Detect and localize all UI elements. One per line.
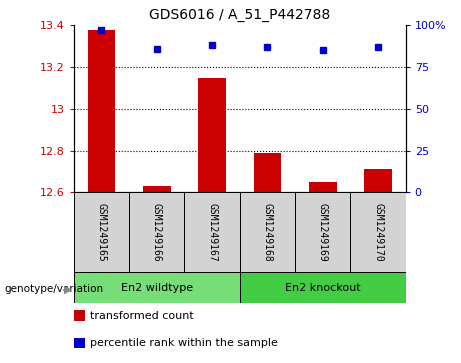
Bar [143,186,171,192]
Text: genotype/variation: genotype/variation [5,284,104,294]
Bar [184,192,240,272]
Text: GSM1249168: GSM1249168 [262,203,272,262]
Text: transformed count: transformed count [90,311,194,321]
Bar [240,272,406,303]
Bar [254,153,281,192]
Bar [309,182,337,192]
Text: GSM1249170: GSM1249170 [373,203,383,262]
Bar [74,192,129,272]
Text: ▶: ▶ [64,284,72,294]
Text: En2 knockout: En2 knockout [285,283,361,293]
Bar [88,30,115,192]
Bar [198,78,226,192]
Bar [364,170,392,192]
Text: GSM1249165: GSM1249165 [96,203,106,262]
Text: GSM1249169: GSM1249169 [318,203,328,262]
Title: GDS6016 / A_51_P442788: GDS6016 / A_51_P442788 [149,8,331,22]
Text: GSM1249167: GSM1249167 [207,203,217,262]
Text: percentile rank within the sample: percentile rank within the sample [90,338,278,348]
Bar [129,192,184,272]
Bar [350,192,406,272]
Bar [74,272,240,303]
Text: En2 wildtype: En2 wildtype [121,283,193,293]
Bar [295,192,350,272]
Bar [240,192,295,272]
Text: GSM1249166: GSM1249166 [152,203,162,262]
